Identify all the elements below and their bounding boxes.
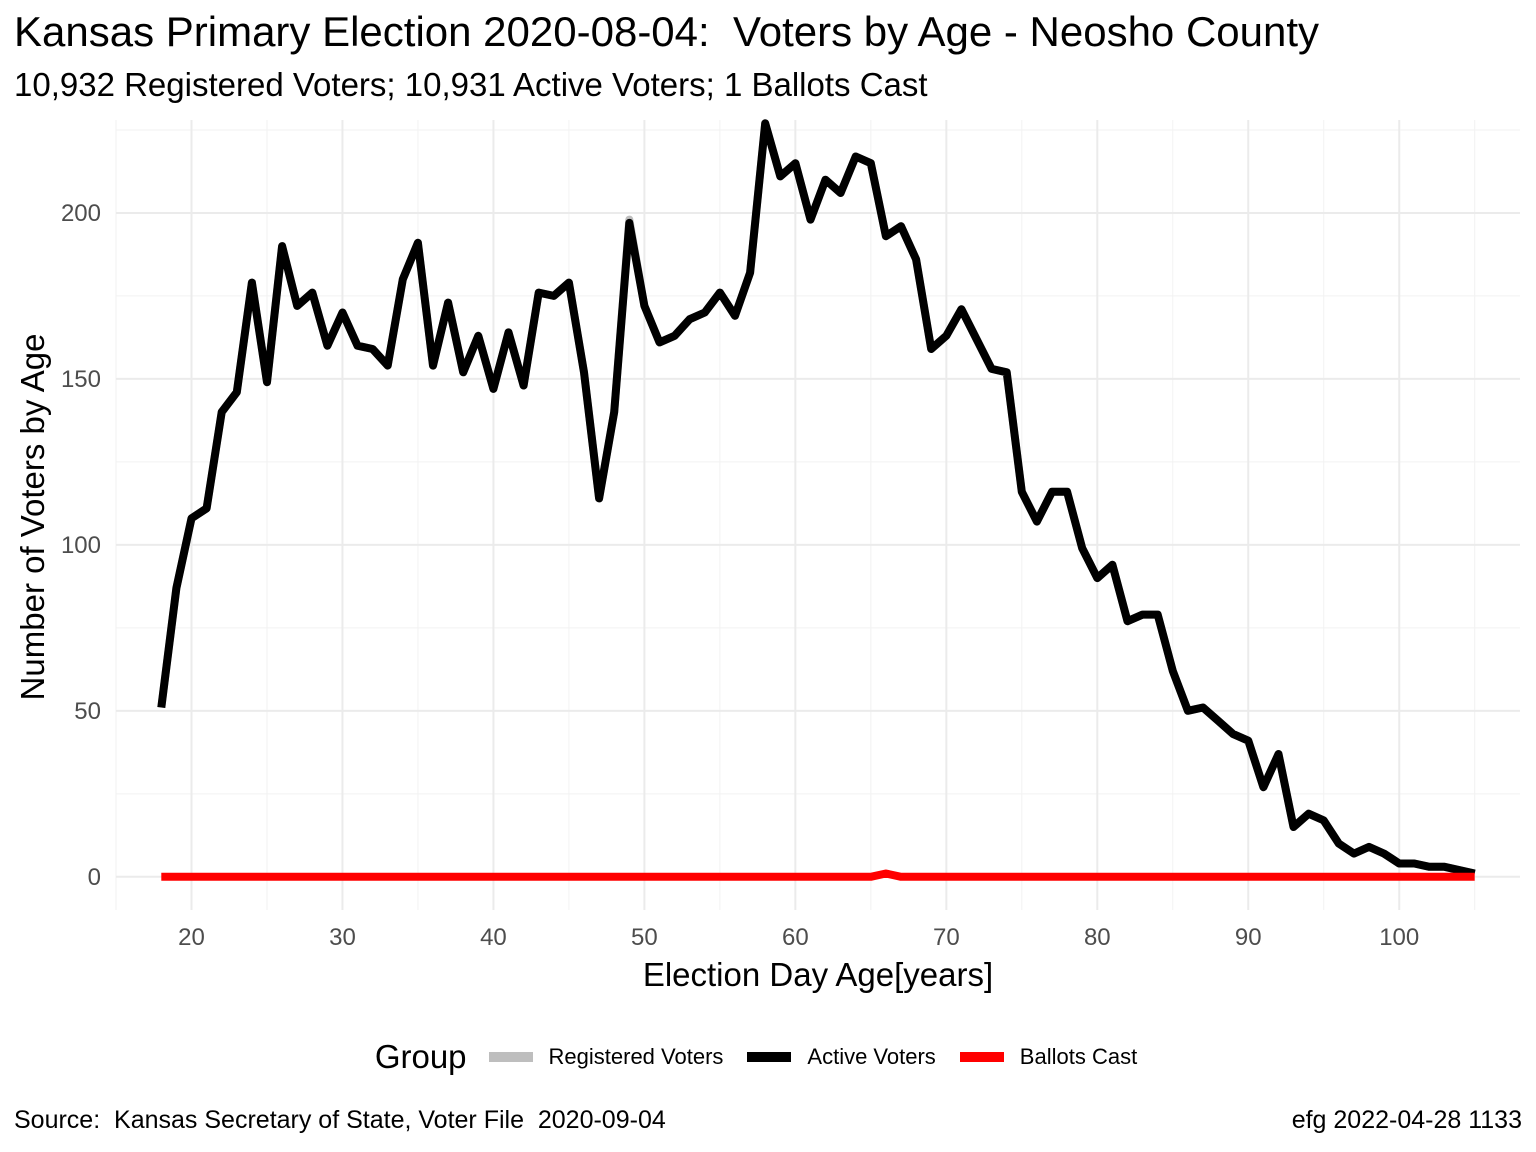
y-axis-label: Number of Voters by Age [14,334,51,701]
x-tick-label: 50 [631,924,658,951]
y-tick-label: 100 [61,532,101,559]
y-tick-label: 150 [61,366,101,393]
chart-subtitle: 10,932 Registered Voters; 10,931 Active … [14,66,928,103]
legend-label: Active Voters [807,1044,936,1069]
y-tick-labels: 0 50 100 150 200 [61,200,101,891]
x-tick-label: 80 [1084,924,1111,951]
legend-label: Ballots Cast [1019,1044,1138,1069]
y-tick-label: 0 [88,864,101,891]
x-tick-label: 70 [933,924,960,951]
series-lines [157,119,1476,881]
legend-key-active-voters [747,1052,792,1062]
x-tick-label: 60 [782,924,809,951]
legend-key-registered-voters [488,1052,533,1062]
x-tick-label: 30 [329,924,356,951]
author-caption: efg 2022-04-28 1133 [1291,1106,1522,1134]
x-tick-labels: 20 30 40 50 60 70 80 90 100 [178,924,1419,951]
legend-label: Registered Voters [548,1044,724,1069]
legend-item-registered-voters: Registered Voters [488,1044,724,1070]
legend-item-ballots-cast: Ballots Cast [959,1044,1138,1070]
x-tick-label: 20 [178,924,205,951]
chart-title: Kansas Primary Election 2020-08-04: Vote… [14,8,1320,55]
legend-key-ballots-cast [959,1052,1004,1062]
legend-item-active-voters: Active Voters [747,1044,936,1070]
x-tick-label: 90 [1235,924,1262,951]
x-tick-label: 100 [1379,924,1419,951]
source-caption: Source: Kansas Secretary of State, Voter… [14,1106,666,1134]
series-line-active-voters [157,119,1476,878]
y-tick-label: 200 [61,200,101,227]
legend-title: Group [374,1038,467,1075]
y-tick-label: 50 [74,698,101,725]
major-gridlines [116,120,1520,910]
x-axis-label: Election Day Age[years] [643,956,993,993]
minor-gridlines [115,120,1520,910]
series-line-ballots-cast [161,869,1475,881]
legend: Group Registered Voters Active Voters Ba… [0,1038,1536,1076]
x-tick-label: 40 [480,924,507,951]
